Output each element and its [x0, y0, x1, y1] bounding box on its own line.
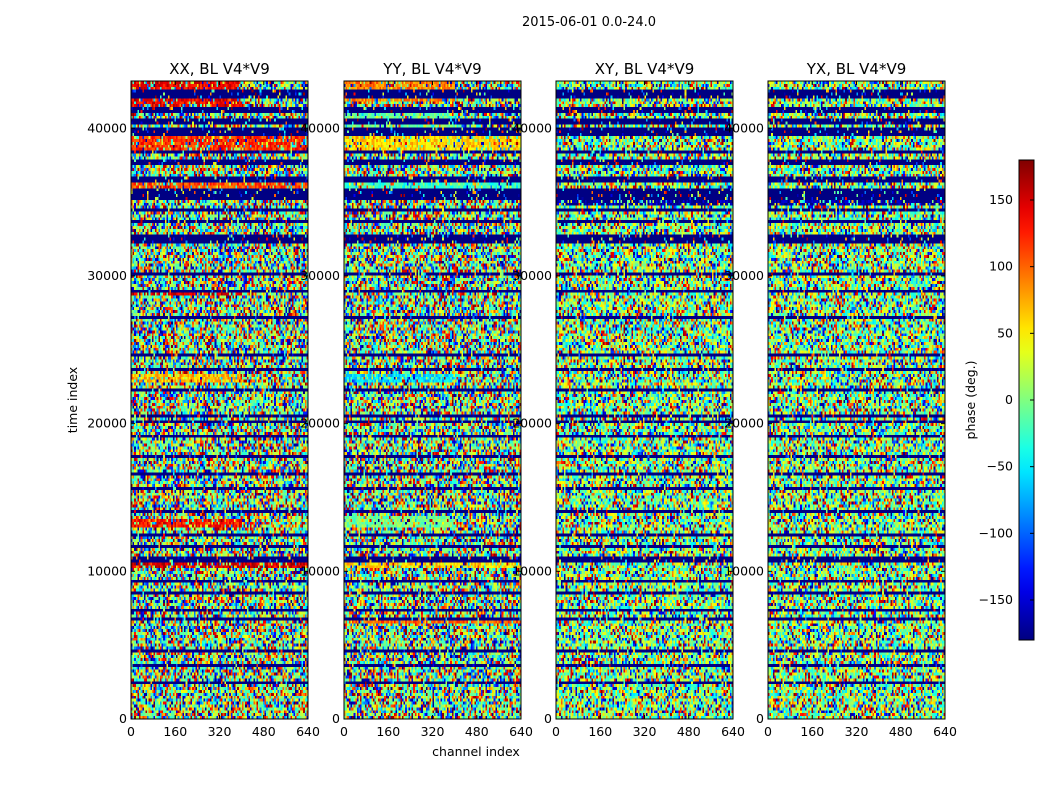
x-tick-label: 640: [933, 724, 957, 739]
x-tick-label: 160: [800, 724, 824, 739]
x-tick-label: 480: [889, 724, 913, 739]
y-tick-label: 0: [119, 711, 127, 726]
colorbar-tick-label: 150: [989, 192, 1013, 207]
panel-title: XY, BL V4*V9: [595, 60, 695, 78]
y-tick-label: 10000: [512, 563, 552, 578]
y-tick-label: 30000: [87, 268, 127, 283]
y-tick-label: 20000: [512, 416, 552, 431]
x-tick-label: 160: [163, 724, 187, 739]
y-tick-label: 40000: [300, 120, 340, 135]
x-tick-label: 320: [633, 724, 657, 739]
y-tick-label: 30000: [512, 268, 552, 283]
y-tick-label: 30000: [724, 268, 764, 283]
y-tick-label: 20000: [87, 416, 127, 431]
x-tick-label: 0: [127, 724, 135, 739]
x-tick-label: 160: [588, 724, 612, 739]
panel-yy: YY, BL V4*V9 0 160 320 480 640 0 10000 20000 3000…: [300, 60, 533, 739]
figure-suptitle: 2015-06-01 0.0-24.0: [522, 15, 656, 30]
y-axis-label: time index: [65, 367, 80, 433]
x-tick-label: 320: [208, 724, 232, 739]
colorbar-tick-label: −50: [987, 459, 1013, 474]
x-tick-label: 320: [845, 724, 869, 739]
y-tick-label: 20000: [724, 416, 764, 431]
y-tick-label: 10000: [300, 563, 340, 578]
x-tick-label: 640: [296, 724, 320, 739]
colorbar-tick-label: 100: [989, 259, 1013, 274]
y-tick-label: 20000: [300, 416, 340, 431]
x-tick-label: 0: [340, 724, 348, 739]
panel-title: YX, BL V4*V9: [806, 60, 907, 78]
colorbar-tick-label: 0: [1005, 392, 1013, 407]
x-tick-label: 640: [721, 724, 745, 739]
x-tick-label: 640: [509, 724, 533, 739]
panel-yx: YX, BL V4*V9 0 160 320 480 640 0 10000 20000 3000…: [724, 60, 957, 739]
heatmap-image-xx: [131, 81, 308, 719]
x-tick-label: 0: [764, 724, 772, 739]
x-tick-label: 480: [677, 724, 701, 739]
panel-title: XX, BL V4*V9: [169, 60, 270, 78]
panel-xy: XY, BL V4*V9 0 160 320 480 640 0 10000 20000 3000…: [512, 60, 745, 739]
x-tick-label: 480: [252, 724, 276, 739]
panel-title: YY, BL V4*V9: [382, 60, 481, 78]
x-tick-label: 480: [465, 724, 489, 739]
colorbar: −150 −100 −50 0 50 100 150: [979, 159, 1035, 641]
colorbar-tick-label: −100: [979, 525, 1013, 540]
y-tick-label: 0: [332, 711, 340, 726]
y-tick-label: 40000: [87, 120, 127, 135]
y-tick-label: 30000: [300, 268, 340, 283]
heatmap-image-xy: [556, 81, 733, 719]
x-tick-label: 0: [552, 724, 560, 739]
y-tick-label: 0: [544, 711, 552, 726]
colorbar-tick-label: −150: [979, 592, 1013, 607]
colorbar-tick-label: 50: [997, 325, 1013, 340]
y-tick-label: 10000: [87, 563, 127, 578]
x-tick-label: 320: [421, 724, 445, 739]
heatmap-image-yy: [344, 81, 521, 719]
heatmap-image-yx: [768, 81, 945, 719]
y-tick-label: 40000: [724, 120, 764, 135]
y-tick-label: 40000: [512, 120, 552, 135]
x-axis-label: channel index: [432, 744, 520, 759]
panel-xx: XX, BL V4*V9 0 160 320 480 640 0 10000 20000 3000…: [87, 60, 320, 739]
x-tick-label: 160: [376, 724, 400, 739]
colorbar-label: phase (deg.): [963, 361, 978, 440]
y-tick-label: 10000: [724, 563, 764, 578]
y-tick-label: 0: [756, 711, 764, 726]
heatmap-panels: XX, BL V4*V9 0 160 320 480 640 0 10000 20000 3000…: [87, 60, 957, 739]
